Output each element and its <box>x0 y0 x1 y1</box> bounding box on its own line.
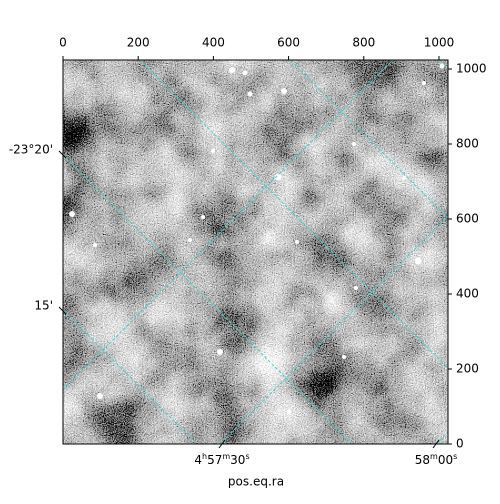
x-tick-label: 200 <box>127 36 150 50</box>
x-axis-label: pos.eq.ra <box>228 475 284 489</box>
ra-tick-label: 4h57m30s <box>194 452 249 467</box>
wcs-grid <box>63 60 448 444</box>
ra-tick <box>218 439 226 449</box>
grid-line <box>219 215 448 444</box>
grid-line <box>289 60 448 219</box>
grid-line <box>63 309 198 444</box>
x-tick-label: 1000 <box>424 36 455 50</box>
stars <box>69 63 445 415</box>
dec-tick-label: -23°20' <box>9 143 53 157</box>
y-tick-label: 200 <box>456 362 479 376</box>
frame <box>62 59 449 445</box>
x-tick-label: 400 <box>202 36 225 50</box>
grid-line <box>439 60 448 69</box>
ra-tick-label: 58m00s <box>415 452 458 467</box>
grid-line <box>63 154 353 444</box>
x-tick-label: 600 <box>277 36 300 50</box>
y-tick-label: 0 <box>456 437 464 451</box>
sky-image <box>63 60 448 444</box>
dec-tick <box>58 306 67 315</box>
grid-line <box>63 60 394 391</box>
ra-tick <box>432 439 440 449</box>
y-tick-label: 1000 <box>456 62 487 76</box>
dec-tick-label: 15' <box>34 299 53 313</box>
x-tick-label: 800 <box>352 36 375 50</box>
x-tick-label: 0 <box>59 36 67 50</box>
y-tick-label: 400 <box>456 287 479 301</box>
dec-tick <box>58 150 67 159</box>
grid-line <box>139 60 448 369</box>
y-tick-label: 600 <box>456 212 479 226</box>
y-tick-label: 800 <box>456 137 479 151</box>
